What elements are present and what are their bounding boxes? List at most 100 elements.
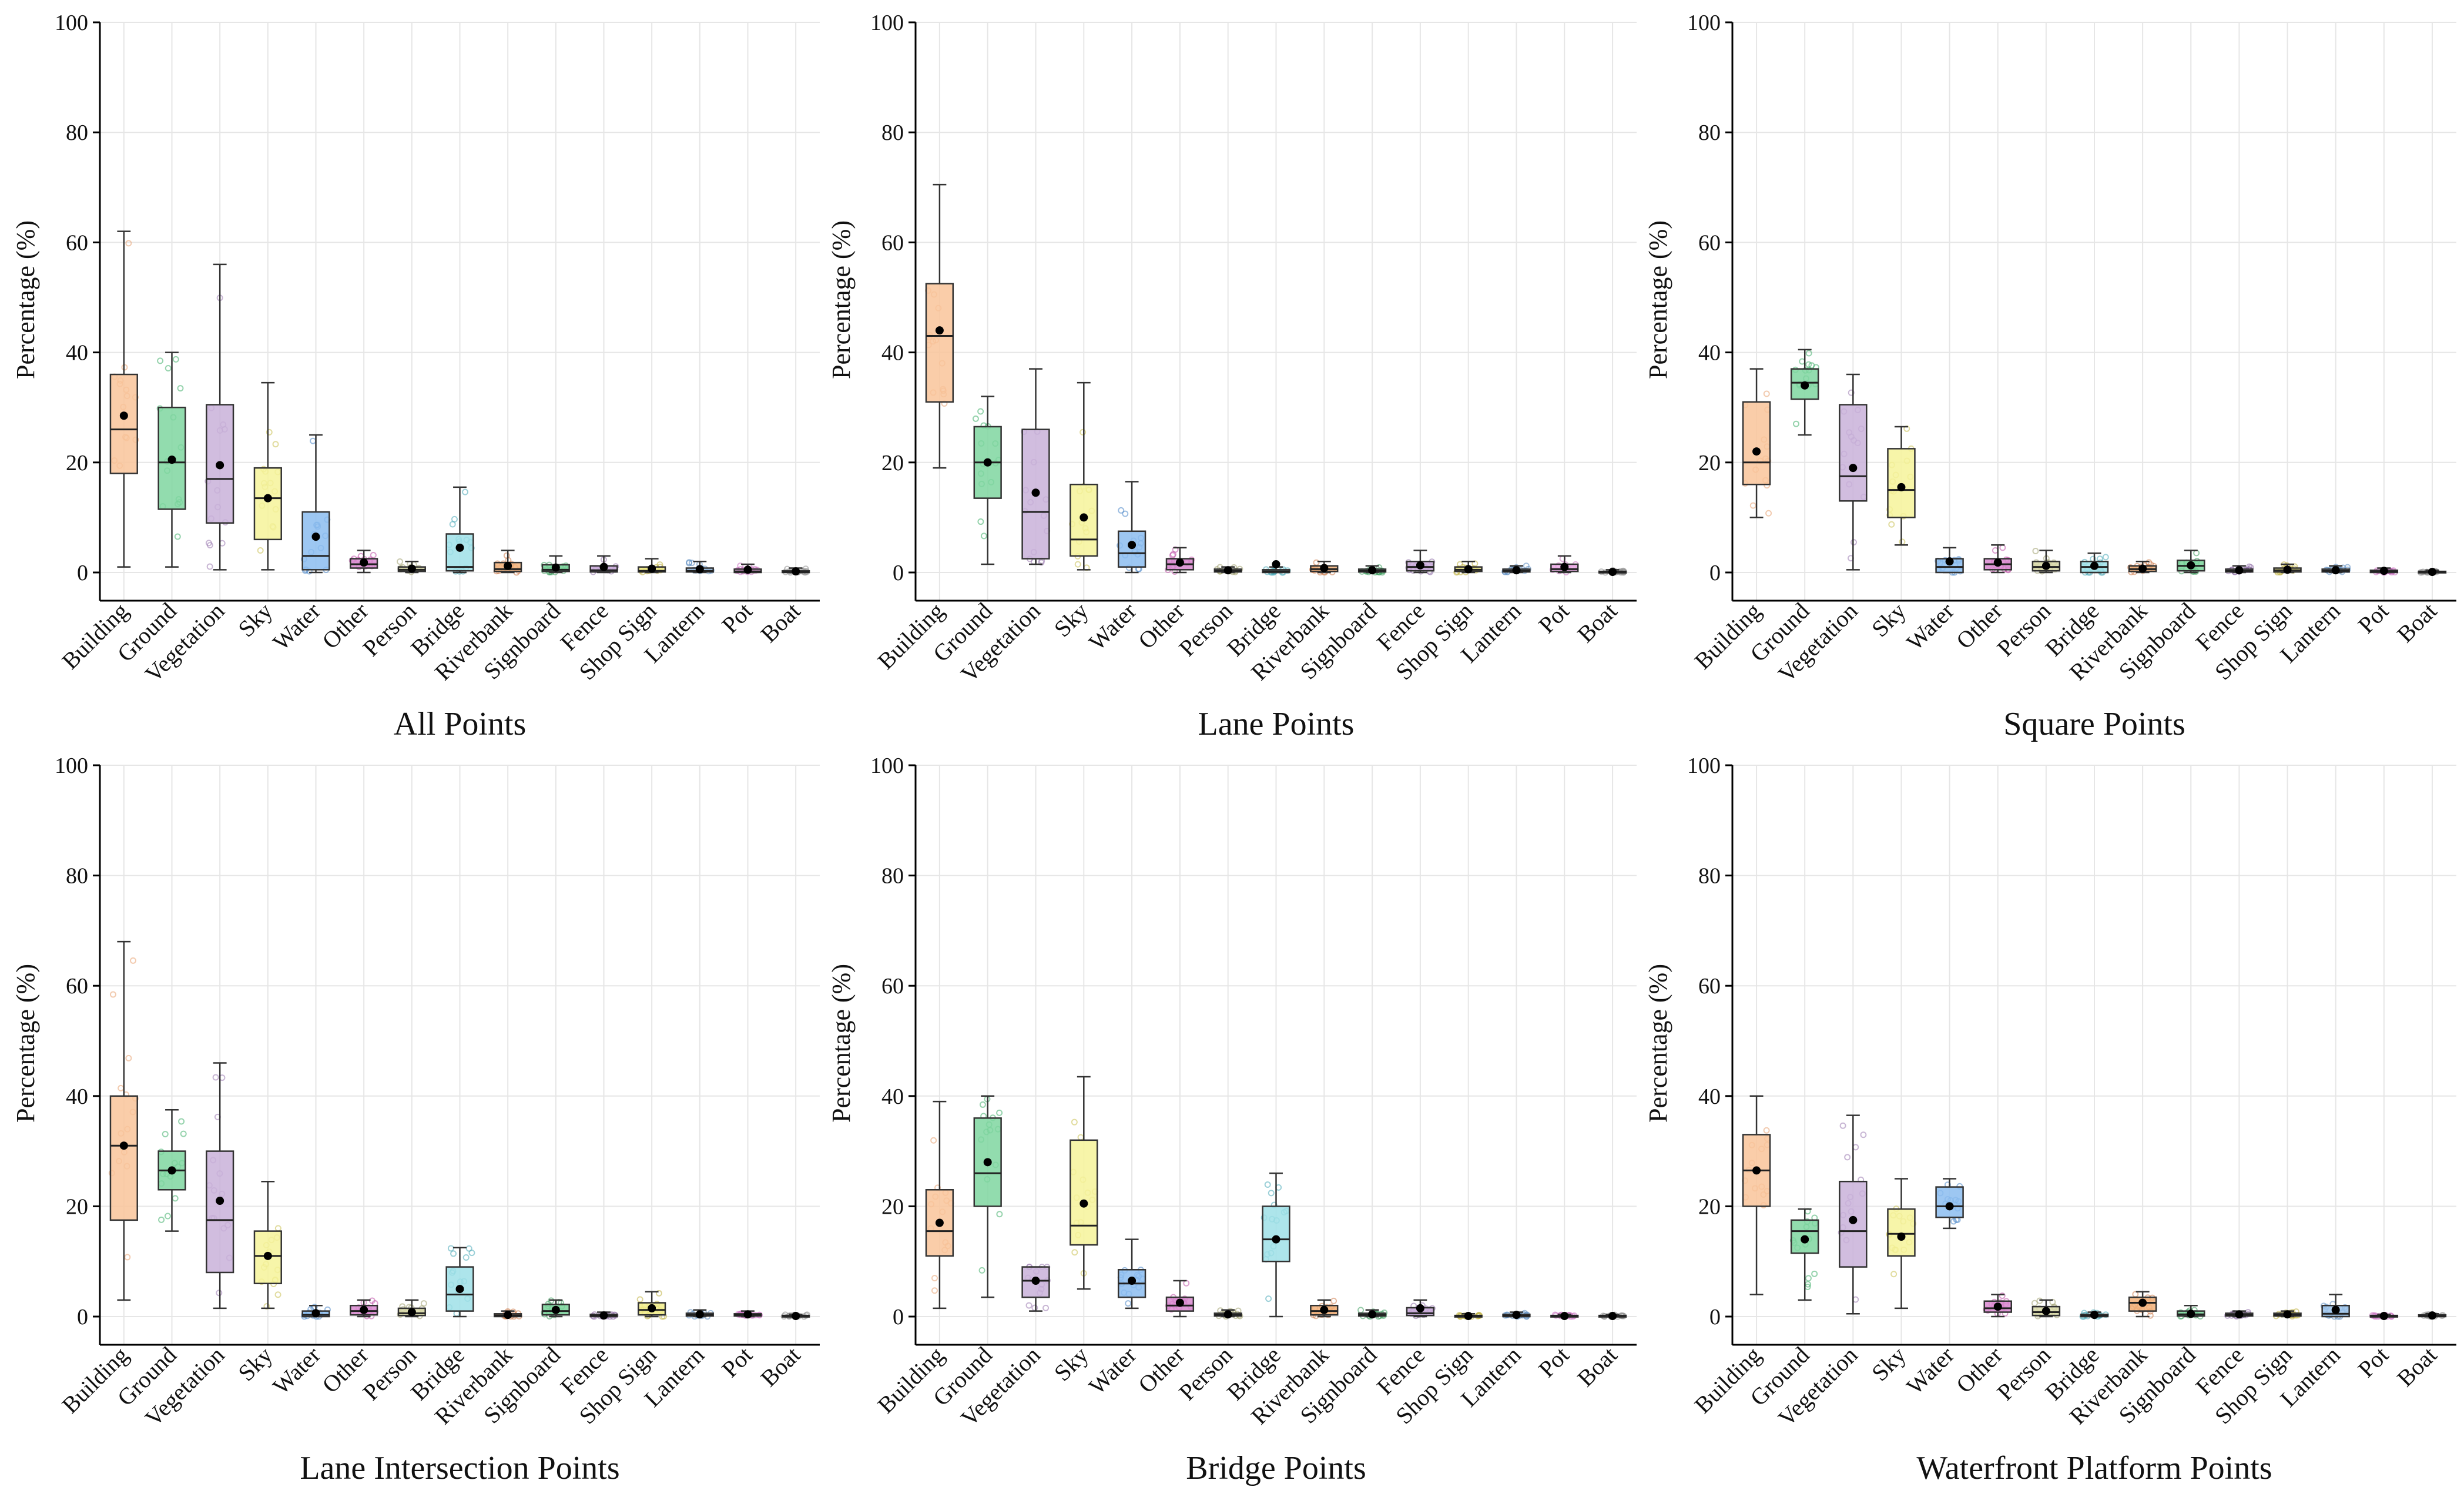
x-tick-label: Building [872,1342,949,1419]
box-signboard [1357,1307,1388,1320]
y-tick-label: 80 [881,120,904,145]
data-point [465,1245,472,1252]
y-tick-label: 0 [893,561,904,585]
y-tick-label: 100 [55,11,88,35]
mean-marker [1897,1232,1906,1241]
box-boat [782,565,810,576]
y-tick-label: 40 [881,341,904,366]
mean-marker [1272,1235,1280,1244]
mean-marker [1320,564,1329,572]
data-point [1071,1249,1078,1256]
data-point [1042,1304,1050,1311]
data-point [1125,1300,1132,1307]
y-tick-label: 60 [881,974,904,999]
data-point [212,1074,219,1081]
mean-marker [360,1305,368,1314]
box-person [2031,548,2061,575]
y-tick-label: 100 [1687,11,1721,35]
box-building [925,1100,954,1310]
x-tick-label: Person [1992,598,2056,662]
data-point [979,1101,986,1108]
y-tick-label: 20 [66,451,88,475]
y-tick-label: 60 [66,974,88,999]
mean-marker [695,565,704,574]
panel-title: Waterfront Platform Points [1916,1450,2272,1486]
data-point [1848,389,1855,396]
mean-marker [2331,1305,2340,1314]
box-building [108,940,139,1301]
y-tick-label: 80 [66,864,88,889]
box-sky [253,1180,282,1310]
mean-marker [311,1309,320,1318]
data-point [462,488,469,495]
data-point [1999,544,2006,551]
data-point [125,240,132,247]
x-tick-label: Pot [2353,1342,2394,1383]
mean-marker [263,494,272,503]
mean-marker [1752,1166,1761,1175]
data-point [274,1291,281,1298]
mean-marker [1368,566,1377,575]
box-water [1935,547,1964,576]
data-point [174,533,181,540]
data-point [1118,507,1125,514]
data-point [978,1267,985,1274]
data-point [2102,554,2109,561]
data-point [1763,390,1770,397]
x-tick-label: Person [1174,1342,1238,1406]
box-vegetation [1021,368,1051,566]
mean-marker [1368,1310,1377,1319]
box-person [1213,1307,1243,1320]
box-body [109,373,138,474]
box-other [350,1297,379,1319]
box-riverbank [2127,559,2157,575]
data-point [180,1130,187,1137]
box-bridge [445,1245,475,1318]
x-tick-label: Pot [1533,1342,1574,1383]
data-point [1890,1271,1898,1278]
box-person [1213,564,1243,575]
mean-marker [743,565,752,574]
mean-marker [1752,447,1761,456]
mean-marker [792,1312,800,1321]
data-point [636,1296,643,1303]
data-point [996,1109,1003,1116]
y-tick-label: 80 [1698,864,1721,889]
box-shop-sign [1453,560,1483,576]
data-point [1268,1190,1275,1197]
data-point [1074,561,1081,568]
mean-marker [1993,1302,2002,1311]
mean-marker [119,1141,128,1150]
data-point [1793,420,1800,427]
y-tick-label: 100 [870,11,904,35]
box-building [109,230,139,568]
data-point [310,437,317,444]
mean-marker [2428,1311,2436,1320]
data-point [688,560,695,567]
box-sky [1070,1076,1098,1290]
mean-marker [1272,560,1280,568]
box-shop-sign [2272,1308,2302,1319]
mean-marker [1849,464,1858,473]
box-shop-sign [2273,561,2302,576]
box-boat [1598,1311,1627,1321]
y-tick-label: 40 [66,1084,88,1109]
data-point [468,1250,475,1257]
y-tick-label: 40 [1698,1084,1721,1109]
y-tick-label: 80 [66,120,88,145]
box-other [1165,546,1195,575]
mean-marker [1464,1312,1473,1321]
box-lantern [685,559,715,575]
mean-marker [167,1166,176,1175]
box-pot [2369,567,2399,576]
mean-marker [2428,568,2436,577]
mean-marker [311,533,320,541]
data-point [931,1287,938,1294]
data-point [206,563,213,570]
data-point [972,415,979,422]
panel-title: Bridge Points [1186,1450,1366,1486]
box-shop-sign [636,1290,668,1320]
mean-marker [1416,561,1424,570]
